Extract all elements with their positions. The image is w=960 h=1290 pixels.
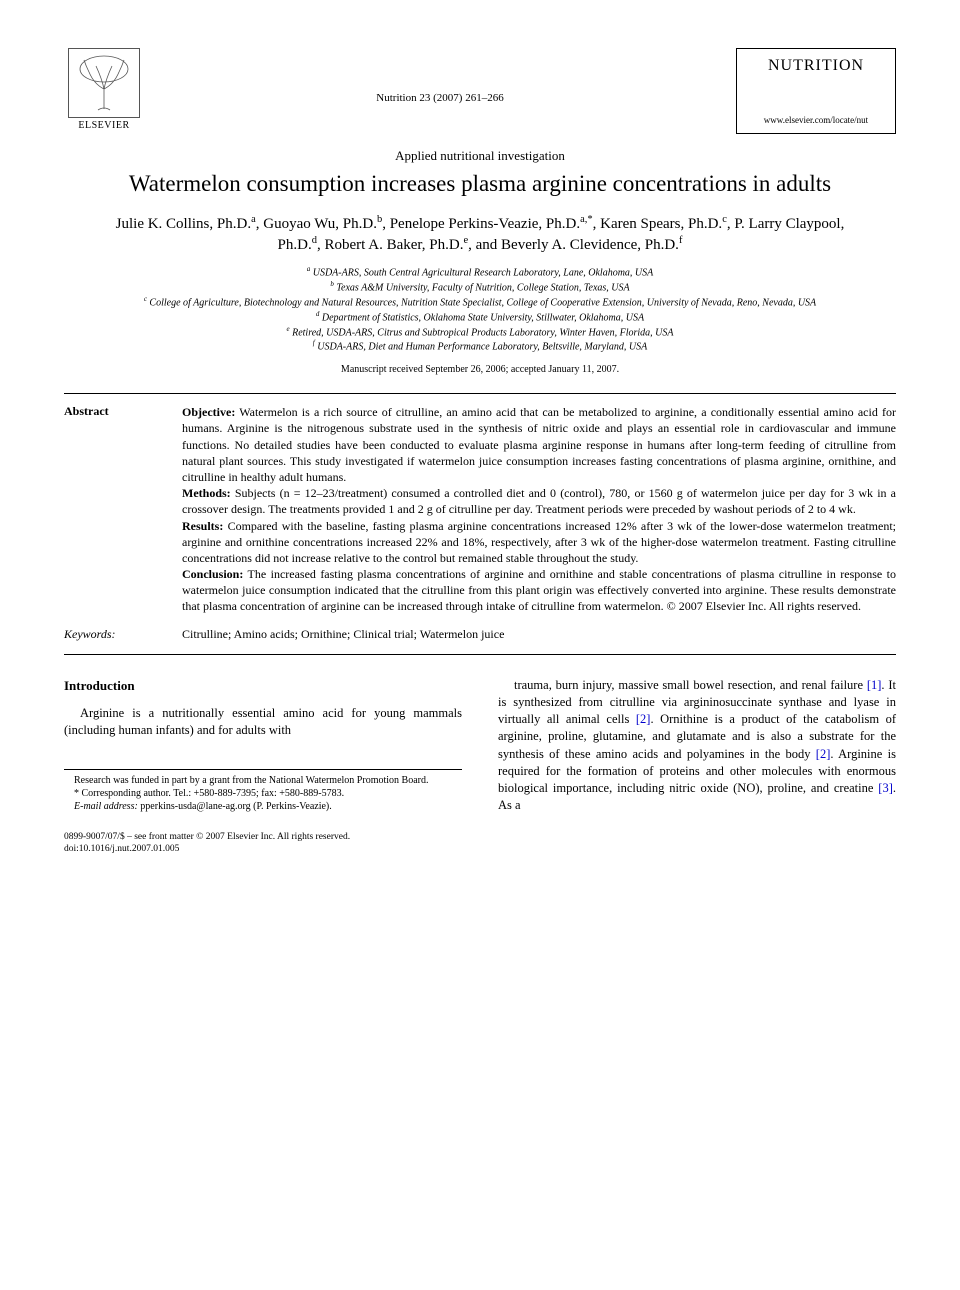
authors: Julie K. Collins, Ph.D.a, Guoyao Wu, Ph.…	[114, 213, 846, 256]
front-matter: 0899-9007/07/$ – see front matter © 2007…	[64, 831, 896, 843]
doi: doi:10.1016/j.nut.2007.01.005	[64, 843, 896, 855]
manuscript-dates: Manuscript received September 26, 2006; …	[64, 364, 896, 375]
abstract: Abstract Objective: Watermelon is a rich…	[64, 404, 896, 614]
article-type: Applied nutritional investigation	[64, 148, 896, 164]
abstract-label: Abstract	[64, 404, 154, 614]
footer: 0899-9007/07/$ – see front matter © 2007…	[64, 831, 896, 856]
keywords: Keywords: Citrulline; Amino acids; Ornit…	[64, 627, 896, 642]
objective-label: Objective:	[182, 405, 235, 419]
journal-box: NUTRITION www.elsevier.com/locate/nut	[736, 48, 896, 134]
header-center: Nutrition 23 (2007) 261–266	[144, 48, 736, 104]
journal-url: www.elsevier.com/locate/nut	[751, 115, 881, 125]
header: ELSEVIER Nutrition 23 (2007) 261–266 NUT…	[64, 48, 896, 138]
elsevier-tree-icon	[68, 48, 140, 118]
intro-para-right: trauma, burn injury, massive small bowel…	[498, 677, 896, 815]
funding-note: Research was funded in part by a grant f…	[64, 774, 462, 787]
email-address: pperkins-usda@lane-ag.org (P. Perkins-Ve…	[140, 801, 331, 812]
publisher-name: ELSEVIER	[78, 120, 129, 131]
conclusion-label: Conclusion:	[182, 567, 243, 581]
rule-top	[64, 393, 896, 394]
affiliations: a USDA-ARS, South Central Agricultural R…	[84, 265, 876, 354]
page: ELSEVIER Nutrition 23 (2007) 261–266 NUT…	[0, 0, 960, 895]
results-text: Compared with the baseline, fasting plas…	[182, 519, 896, 565]
citation: Nutrition 23 (2007) 261–266	[144, 92, 736, 104]
methods-text: Subjects (n = 12–23/treatment) consumed …	[182, 486, 896, 516]
right-column: trauma, burn injury, massive small bowel…	[498, 677, 896, 815]
methods-label: Methods:	[182, 486, 231, 500]
body-columns: Introduction Arginine is a nutritionally…	[64, 677, 896, 815]
email-label: E-mail address:	[74, 801, 138, 812]
corresponding-note: * Corresponding author. Tel.: +580-889-7…	[64, 787, 462, 800]
article-title: Watermelon consumption increases plasma …	[124, 170, 836, 199]
keywords-text: Citrulline; Amino acids; Ornithine; Clin…	[182, 627, 504, 642]
conclusion-text: The increased fasting plasma concentrati…	[182, 567, 896, 613]
left-column: Introduction Arginine is a nutritionally…	[64, 677, 462, 815]
rule-bottom	[64, 654, 896, 655]
abstract-body: Objective: Watermelon is a rich source o…	[182, 404, 896, 614]
footnotes: Research was funded in part by a grant f…	[64, 769, 462, 813]
objective-text: Watermelon is a rich source of citrullin…	[182, 405, 896, 484]
intro-para-left: Arginine is a nutritionally essential am…	[64, 705, 462, 740]
introduction-heading: Introduction	[64, 677, 462, 695]
keywords-label: Keywords:	[64, 627, 154, 642]
results-label: Results:	[182, 519, 223, 533]
publisher-logo: ELSEVIER	[64, 48, 144, 138]
journal-name: NUTRITION	[751, 57, 881, 75]
